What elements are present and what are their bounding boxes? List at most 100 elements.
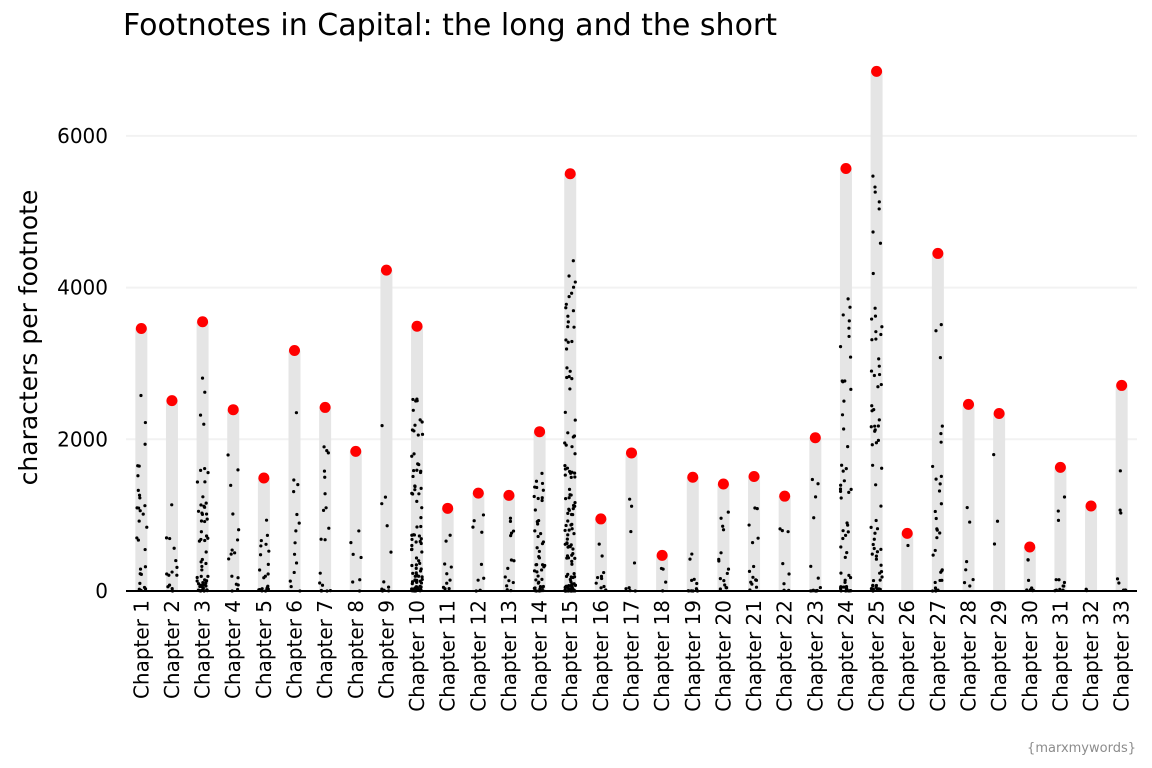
footnote-point [537,556,542,560]
footnote-point [509,558,514,562]
footnote-point [536,534,540,539]
footnote-point [786,530,790,534]
footnote-point [533,529,537,533]
footnote-point [230,548,234,552]
footnote-point [725,571,729,576]
footnote-point [292,552,297,556]
footnote-point [199,468,203,472]
footnote-point [412,468,416,473]
footnote-point [873,190,877,194]
footnote-point [877,200,881,204]
bar [502,495,515,591]
footnote-point [267,549,271,553]
footnote-point [447,586,451,591]
footnote-point [627,586,631,590]
footnote-point [878,241,883,245]
footnote-point [204,501,208,505]
footnote-point [389,550,393,554]
footnote-point [873,531,877,535]
footnote-point [411,408,415,412]
footnote-point [874,337,878,341]
footnote-point [199,519,204,523]
footnote-point [632,561,637,565]
footnote-point [137,506,141,510]
x-tick-label: Chapter 21 [742,600,766,712]
x-tick-label: Chapter 7 [313,600,337,699]
footnote-point [842,479,846,483]
footnote-point [136,488,140,493]
footnote-point [200,564,204,569]
footnote-point [195,579,199,583]
footnote-point [690,578,694,582]
footnote-point [812,516,816,520]
footnote-point [939,502,943,506]
footnote-point [296,483,300,487]
footnote-point [481,513,486,517]
footnote-point [292,570,296,575]
bar [1085,506,1098,591]
footnote-point [844,467,848,471]
footnote-point [877,372,882,377]
footnote-point [844,586,849,590]
footnote-point [351,580,355,584]
footnote-point [570,559,574,563]
footnote-point [841,313,845,317]
y-tick-label: 0 [95,579,108,603]
bar [349,451,362,591]
footnote-point [541,584,545,589]
max-point [840,162,852,174]
footnote-point [754,578,758,582]
x-tick-label: Chapter 13 [497,600,521,712]
footnote-point [195,480,200,484]
max-point [135,323,147,335]
footnote-point [567,375,571,379]
footnote-point [293,541,297,545]
footnote-point [873,306,877,310]
x-tick-label: Chapter 10 [405,600,429,712]
footnote-point [265,586,269,591]
bar [441,508,454,591]
footnote-point [597,542,601,546]
footnote-point [564,347,569,351]
bar [809,437,822,591]
footnote-point [939,323,943,327]
footnote-point [570,445,574,449]
footnote-point [1062,495,1067,499]
footnote-point [535,570,539,574]
bar [686,477,699,591]
footnote-point [1062,580,1067,585]
footnote-point [572,325,576,329]
x-tick-label: Chapter 22 [773,600,797,712]
footnote-point [849,487,853,491]
footnote-point [847,490,851,495]
footnote-point [359,555,363,560]
footnote-point [200,511,204,515]
footnote-point [509,534,513,538]
footnote-point [231,512,235,516]
footnote-point [810,477,814,482]
footnote-point [449,565,453,569]
footnote-point [750,582,754,586]
footnote-point [568,387,572,391]
footnote-point [536,574,540,578]
footnote-point [420,420,424,424]
footnote-point [534,563,538,567]
footnote-point [265,533,270,537]
footnote-point [413,574,417,578]
footnote-point [931,553,935,557]
footnote-point [747,569,752,573]
max-point [319,401,331,413]
footnote-point [874,557,879,561]
footnote-point [230,574,234,578]
footnote-point [540,471,544,475]
footnote-point [511,580,515,585]
footnote-point [237,528,241,532]
footnote-point [876,438,881,442]
footnote-point [842,399,846,403]
footnote-point [322,445,326,449]
footnote-point [874,554,879,558]
footnote-point [968,584,972,588]
footnote-point [201,580,205,585]
max-point [717,478,729,490]
grid-layer [126,134,1137,441]
